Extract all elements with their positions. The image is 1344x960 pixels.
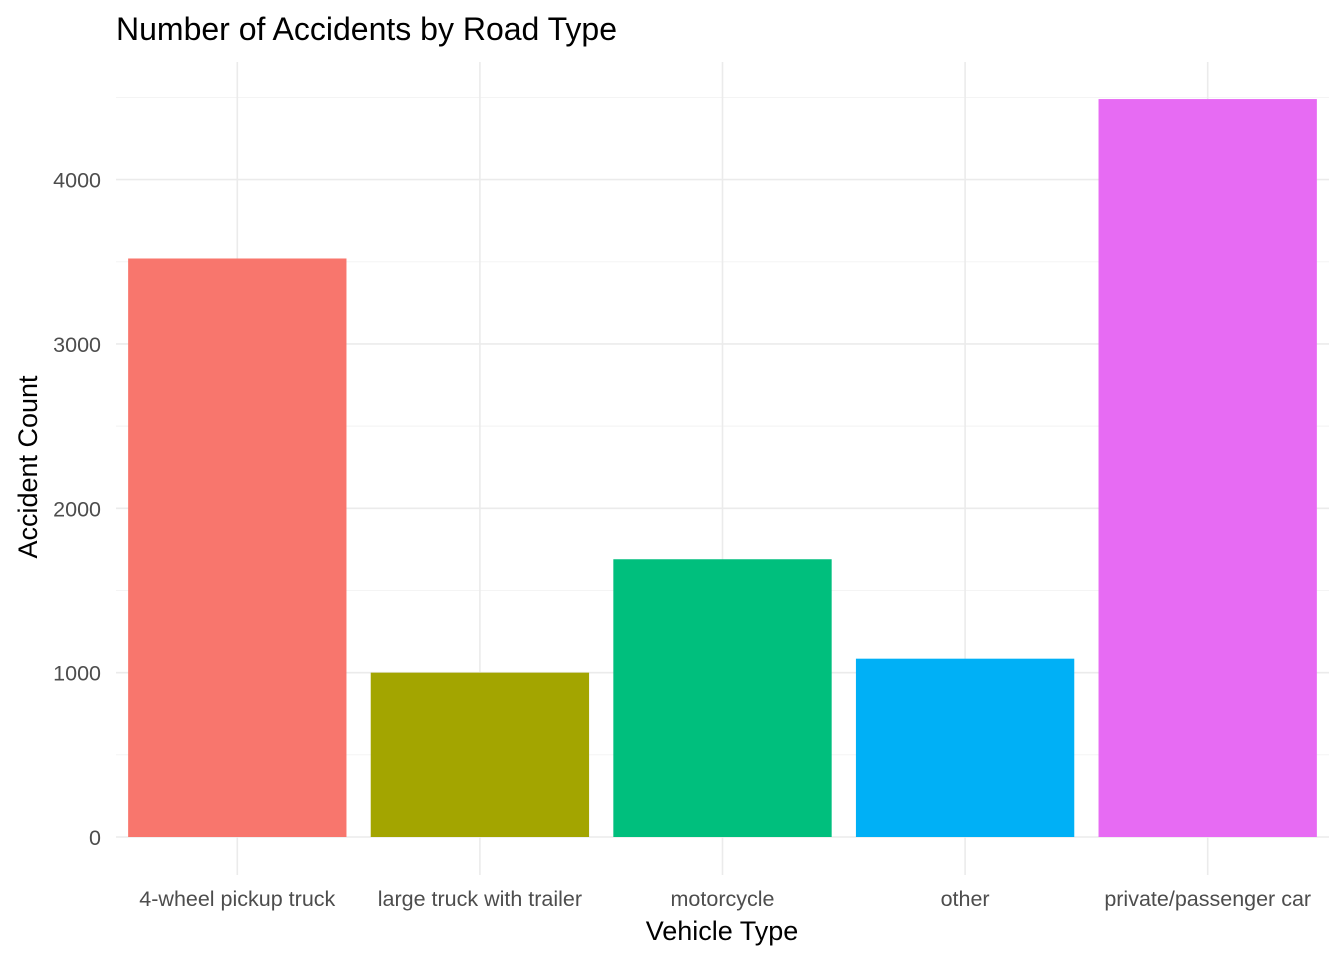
x-tick-label: private/passenger car xyxy=(1104,887,1311,911)
bar-2 xyxy=(613,559,832,837)
bar-4 xyxy=(1098,99,1317,838)
y-tick-label: 1000 xyxy=(53,662,101,686)
y-tick-label: 2000 xyxy=(53,497,101,521)
chart-title: Number of Accidents by Road Type xyxy=(116,11,617,47)
x-axis-tick-labels: 4-wheel pickup truck large truck with tra… xyxy=(139,887,1311,911)
x-axis-title: Vehicle Type xyxy=(646,916,799,946)
x-tick-label: 4-wheel pickup truck xyxy=(139,887,335,911)
y-axis-title: Accident Count xyxy=(13,375,43,559)
bar-1 xyxy=(370,672,590,837)
y-tick-label: 4000 xyxy=(53,169,101,193)
y-tick-label: 0 xyxy=(89,826,101,850)
x-tick-label: large truck with trailer xyxy=(378,887,582,911)
y-axis-tick-labels: 0 1000 2000 3000 4000 xyxy=(53,169,101,850)
bars xyxy=(128,99,1317,838)
x-tick-label: motorcycle xyxy=(671,887,775,911)
bar-3 xyxy=(855,658,1075,837)
x-tick-label: other xyxy=(941,887,990,911)
y-tick-label: 3000 xyxy=(53,333,101,357)
bar-0 xyxy=(128,258,347,837)
